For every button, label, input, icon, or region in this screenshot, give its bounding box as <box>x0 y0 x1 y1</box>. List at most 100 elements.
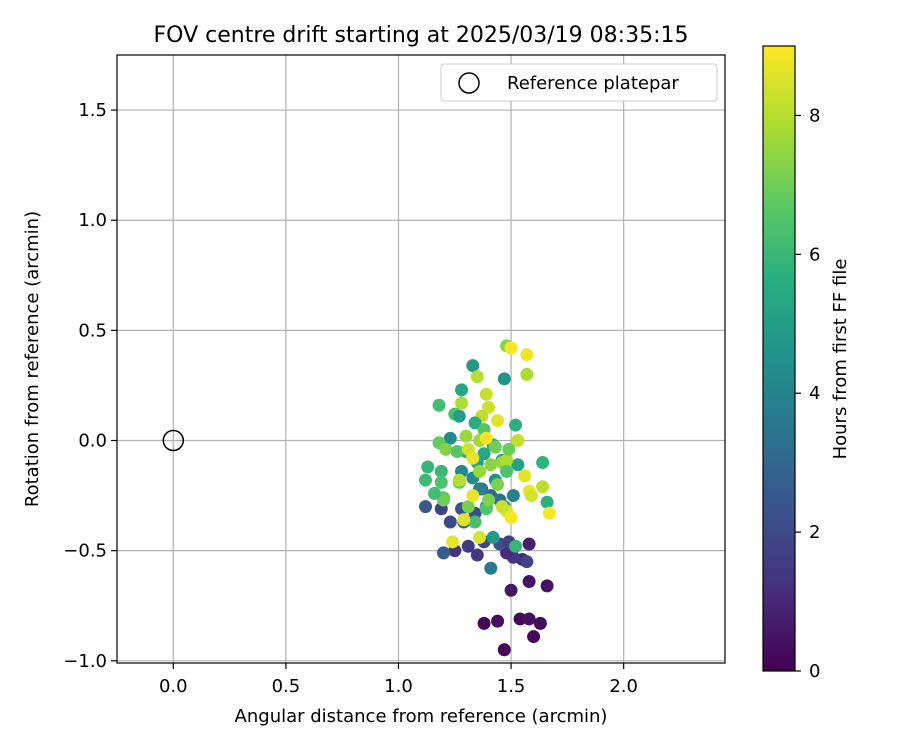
data-point <box>484 561 498 575</box>
reference-platepar-point <box>162 429 185 452</box>
data-point <box>446 535 460 549</box>
data-point <box>509 418 523 432</box>
data-point <box>455 396 469 410</box>
data-point <box>504 341 518 355</box>
data-point <box>504 511 518 525</box>
data-point <box>542 506 556 520</box>
colorbar-gradient <box>762 45 796 672</box>
colorbar-ticks: 0 2 4 6 8 <box>795 105 820 682</box>
data-point <box>459 429 473 443</box>
data-point <box>452 409 466 423</box>
data-point <box>533 616 547 630</box>
colorbar-tick-label: 4 <box>809 383 820 404</box>
data-point <box>419 500 433 514</box>
data-point <box>466 489 480 503</box>
data-point <box>477 447 491 461</box>
grid-lines <box>117 55 725 663</box>
data-point <box>437 493 451 507</box>
data-point <box>491 478 505 492</box>
data-point <box>520 555 534 569</box>
data-point <box>466 451 480 465</box>
legend: Reference platepar <box>440 63 718 102</box>
data-point <box>491 414 505 428</box>
data-point <box>461 500 475 514</box>
data-point <box>520 348 534 362</box>
colorbar-tick-label: 0 <box>809 661 820 682</box>
data-point <box>500 453 514 467</box>
data-point <box>434 475 448 489</box>
data-point <box>527 630 541 644</box>
data-point <box>468 515 482 529</box>
data-point <box>504 583 518 597</box>
colorbar-tick-label: 2 <box>809 522 820 543</box>
data-point <box>473 464 487 478</box>
data-point <box>484 458 498 472</box>
y-axis-ticks: −1.0 −0.5 0.0 0.5 1.0 1.5 <box>63 100 117 672</box>
data-point <box>428 486 442 500</box>
plot-frame <box>116 54 726 664</box>
data-point <box>479 431 493 445</box>
data-point <box>455 383 469 397</box>
data-point <box>497 372 511 386</box>
data-point <box>500 546 514 560</box>
data-point <box>468 416 482 430</box>
data-point <box>466 359 480 373</box>
data-point <box>540 495 554 509</box>
data-point <box>522 612 536 626</box>
data-point <box>522 574 536 588</box>
chart-title: FOV centre drift starting at 2025/03/19 … <box>154 23 689 48</box>
y-tick-label: 1.5 <box>78 100 107 121</box>
data-point <box>509 539 523 553</box>
y-tick-label: −1.0 <box>63 651 107 672</box>
data-point <box>443 431 457 445</box>
data-point <box>477 616 491 630</box>
data-point <box>536 456 550 470</box>
data-point <box>522 537 536 551</box>
data-point <box>495 500 509 514</box>
colorbar-tick-label: 6 <box>809 244 820 265</box>
y-tick-label: −0.5 <box>63 541 107 562</box>
legend-entry-reference-platepar: Reference platepar <box>507 73 679 94</box>
y-tick-label: 0.5 <box>78 320 107 341</box>
data-point <box>450 445 464 459</box>
data-point <box>470 548 484 562</box>
data-point <box>461 539 475 553</box>
x-tick-label: 0.5 <box>272 676 301 697</box>
data-point <box>482 493 496 507</box>
data-point <box>536 480 550 494</box>
data-point <box>439 442 453 456</box>
data-points <box>419 339 556 657</box>
data-point <box>479 387 493 401</box>
data-point <box>506 489 520 503</box>
data-point <box>511 458 525 472</box>
x-axis-ticks: 0.0 0.5 1.0 1.5 2.0 <box>159 663 638 697</box>
y-tick-label: 0.0 <box>78 431 107 452</box>
x-tick-label: 0.0 <box>159 676 188 697</box>
data-point <box>524 489 538 503</box>
data-point <box>470 370 484 384</box>
x-tick-label: 1.5 <box>497 676 526 697</box>
data-point <box>443 515 457 529</box>
data-point <box>540 579 554 593</box>
data-point <box>452 473 466 487</box>
x-tick-label: 1.0 <box>384 676 413 697</box>
data-point <box>434 464 448 478</box>
data-point <box>488 440 502 454</box>
data-point <box>432 398 446 412</box>
x-axis-label: Angular distance from reference (arcmin) <box>235 706 608 727</box>
data-point <box>520 367 534 381</box>
data-point <box>511 434 525 448</box>
y-tick-label: 1.0 <box>78 210 107 231</box>
data-point <box>457 513 471 527</box>
data-point <box>419 473 433 487</box>
legend-box <box>440 63 718 102</box>
colorbar-label: Hours from first FF file <box>830 259 851 460</box>
colorbar-tick-label: 8 <box>809 105 820 126</box>
y-axis-label: Rotation from reference (arcmin) <box>22 211 43 507</box>
x-tick-label: 2.0 <box>609 676 638 697</box>
data-point <box>421 460 435 474</box>
data-point <box>486 530 500 544</box>
legend-open-circle-marker <box>458 72 480 94</box>
data-point <box>473 530 487 544</box>
